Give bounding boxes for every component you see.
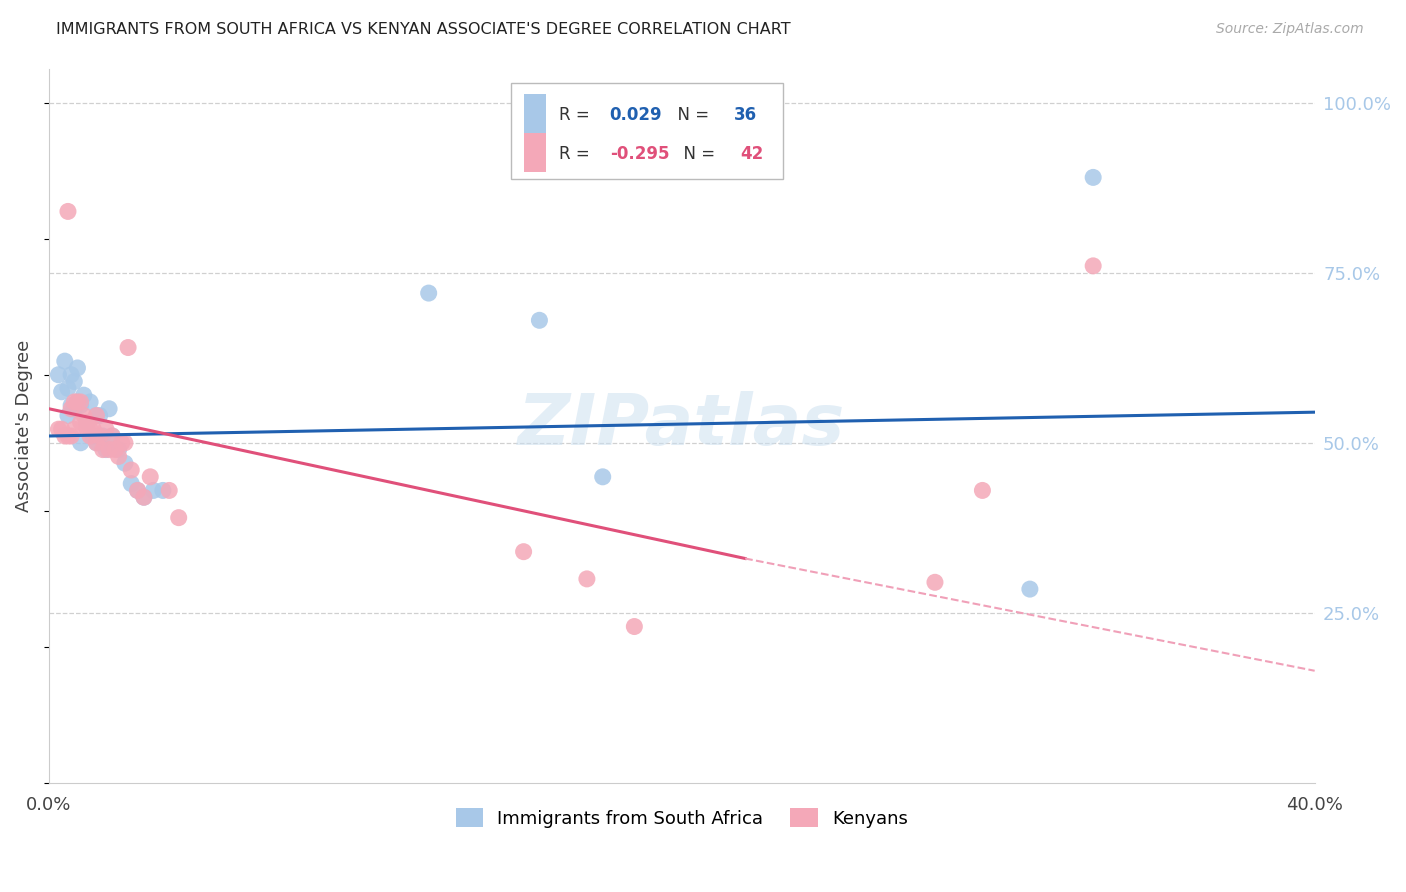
Point [89, 409, 111, 423]
Point [82, 422, 104, 436]
Point [157, 483, 180, 498]
Point [152, 483, 174, 498]
Point [69, 416, 91, 430]
Point [86, 409, 108, 423]
Point [94, 422, 117, 436]
Point [53, 429, 76, 443]
Point [53, 354, 76, 368]
Point [972, 483, 994, 498]
Point [79, 395, 101, 409]
Point [1083, 170, 1105, 185]
Point [117, 341, 139, 355]
Point [89, 429, 111, 443]
Point [127, 483, 149, 498]
Point [56, 409, 79, 423]
Point [592, 470, 614, 484]
FancyBboxPatch shape [510, 83, 783, 179]
Point [69, 395, 91, 409]
Point [63, 401, 86, 416]
Point [139, 470, 162, 484]
Point [56, 381, 79, 395]
Text: R =: R = [560, 106, 595, 124]
Point [63, 422, 86, 436]
Point [82, 429, 104, 443]
Point [60, 429, 83, 443]
Point [69, 435, 91, 450]
Point [107, 450, 129, 464]
Point [86, 435, 108, 450]
Point [120, 476, 142, 491]
Point [48, 368, 70, 382]
Point [101, 429, 124, 443]
Point [91, 442, 114, 457]
Point [575, 572, 598, 586]
Point [56, 429, 79, 443]
Point [101, 429, 124, 443]
Point [1018, 582, 1040, 596]
Text: R =: R = [560, 145, 595, 163]
Point [76, 416, 98, 430]
Point [623, 619, 645, 633]
Point [1083, 259, 1105, 273]
Text: IMMIGRANTS FROM SOUTH AFRICA VS KENYAN ASSOCIATE'S DEGREE CORRELATION CHART: IMMIGRANTS FROM SOUTH AFRICA VS KENYAN A… [56, 22, 790, 37]
Text: 0.029: 0.029 [610, 106, 662, 124]
Point [76, 422, 98, 436]
Point [104, 442, 127, 457]
Point [51, 422, 73, 436]
Text: -0.295: -0.295 [610, 145, 669, 163]
Point [107, 442, 129, 457]
Point [167, 510, 190, 524]
Point [76, 416, 98, 430]
Point [48, 422, 70, 436]
Point [51, 384, 73, 399]
Legend: Immigrants from South Africa, Kenyans: Immigrants from South Africa, Kenyans [449, 801, 915, 835]
Point [63, 395, 86, 409]
Point [79, 429, 101, 443]
Point [69, 398, 91, 412]
Point [127, 483, 149, 498]
Point [114, 435, 136, 450]
Text: N =: N = [673, 145, 720, 163]
Point [114, 456, 136, 470]
Point [142, 483, 165, 498]
Point [86, 409, 108, 423]
Point [86, 435, 108, 450]
Y-axis label: Associate's Degree: Associate's Degree [15, 340, 32, 512]
Text: ZIPatlas: ZIPatlas [519, 392, 845, 460]
Point [60, 401, 83, 416]
Bar [523, 94, 547, 133]
Point [73, 388, 96, 402]
Point [56, 204, 79, 219]
Point [120, 463, 142, 477]
Text: 42: 42 [740, 145, 763, 163]
Bar [523, 133, 547, 172]
Point [60, 398, 83, 412]
Point [94, 442, 117, 457]
Point [418, 286, 440, 301]
Text: N =: N = [666, 106, 714, 124]
Point [60, 368, 83, 382]
Point [66, 395, 89, 409]
Point [132, 490, 155, 504]
Point [98, 401, 121, 416]
Point [132, 490, 155, 504]
Text: Source: ZipAtlas.com: Source: ZipAtlas.com [1216, 22, 1364, 37]
Point [79, 422, 101, 436]
Point [111, 435, 134, 450]
Text: 36: 36 [734, 106, 756, 124]
Point [73, 409, 96, 423]
Point [529, 313, 551, 327]
Point [91, 429, 114, 443]
Point [924, 575, 946, 590]
Point [66, 395, 89, 409]
Point [63, 375, 86, 389]
Point [98, 442, 121, 457]
Point [512, 544, 534, 558]
Point [66, 360, 89, 375]
